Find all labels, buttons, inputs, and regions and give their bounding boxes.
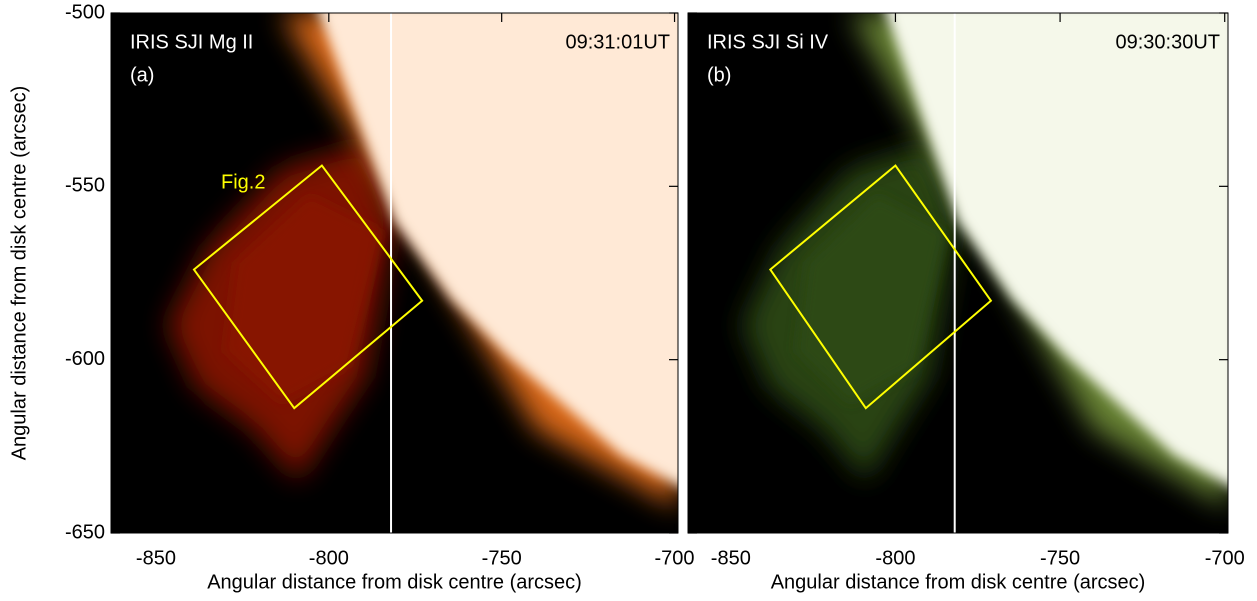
y-tick-label: -550 xyxy=(65,175,105,197)
y-tick-label: -600 xyxy=(65,348,105,370)
panel-title: IRIS SJI Si IV xyxy=(707,31,829,53)
panel-title: IRIS SJI Mg II xyxy=(130,31,253,53)
x-tick-label: -700 xyxy=(655,547,695,569)
x-tick-label: -750 xyxy=(1040,547,1080,569)
y-tick-label: -650 xyxy=(65,521,105,543)
x-tick-label: -800 xyxy=(875,547,915,569)
x-tick-label: -800 xyxy=(309,547,349,569)
time-stamp: 09:30:30UT xyxy=(1115,31,1220,53)
page: IRIS SJI Mg II (a) 09:31:01UT Fig.2 -850 -800… xyxy=(0,0,1257,601)
x-tick-label: -850 xyxy=(136,547,176,569)
x-tick-label: -850 xyxy=(711,547,751,569)
panel-label: (a) xyxy=(130,64,154,86)
panel-label: (b) xyxy=(707,64,731,86)
figure: IRIS SJI Mg II (a) 09:31:01UT Fig.2 -850 -800… xyxy=(0,0,1257,596)
x-tick-label: -700 xyxy=(1205,547,1245,569)
annotation: Fig.2 xyxy=(221,171,265,193)
x-tick-label: -750 xyxy=(482,547,522,569)
y-tick-label: -500 xyxy=(65,1,105,23)
panel-image xyxy=(111,3,689,533)
panel-image xyxy=(688,3,1239,533)
y-axis-label: Angular distance from disk centre (arcse… xyxy=(8,86,30,461)
time-stamp: 09:31:01UT xyxy=(565,31,670,53)
x-axis-label: Angular distance from disk centre (arcse… xyxy=(771,571,1146,593)
x-axis-label: Angular distance from disk centre (arcse… xyxy=(207,571,582,593)
